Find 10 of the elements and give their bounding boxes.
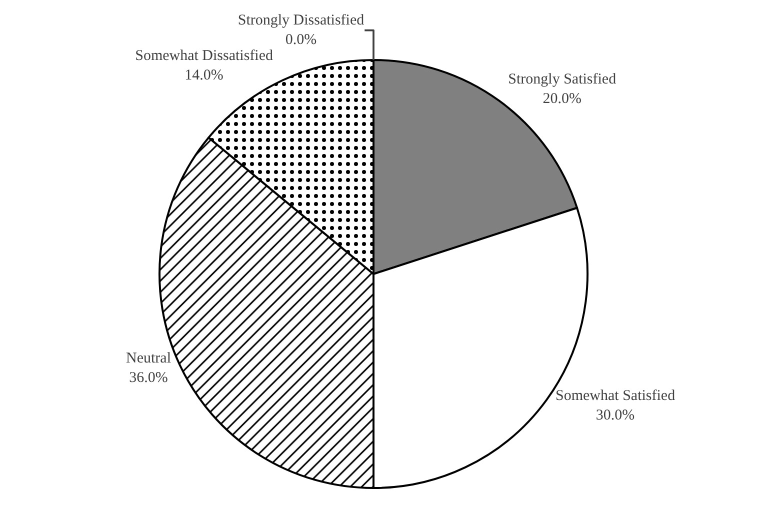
data-label: 30.0% bbox=[596, 408, 635, 424]
slice-label: Strongly Satisfied bbox=[508, 72, 617, 88]
data-label: 14.0% bbox=[184, 68, 224, 84]
category-label: Strongly Dissatisfied bbox=[238, 12, 364, 29]
slice-label: Neutral bbox=[126, 350, 171, 367]
slice-label: Somewhat Dissatisfied bbox=[135, 48, 274, 64]
slice-label: Somewhat Satisfied bbox=[556, 388, 676, 404]
data-label: 20.0% bbox=[542, 91, 582, 108]
text: 0.0% bbox=[285, 32, 317, 48]
data-label: 36.0% bbox=[129, 370, 168, 386]
